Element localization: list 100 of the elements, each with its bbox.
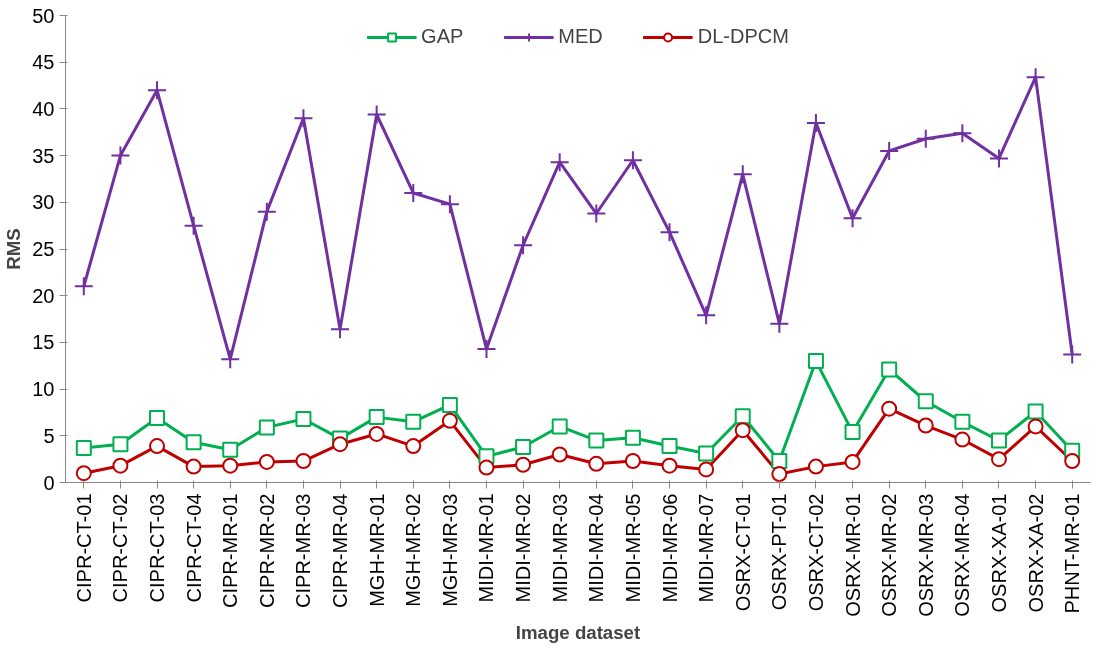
point	[952, 123, 973, 144]
x-tick-label: MIDI-MR-03	[548, 493, 571, 603]
point	[1064, 453, 1081, 469]
point	[293, 108, 314, 129]
point	[441, 396, 458, 413]
point	[220, 349, 241, 370]
point	[112, 457, 129, 474]
point	[185, 458, 202, 475]
legend-label: DL-DPCM	[697, 25, 789, 48]
point	[879, 140, 900, 161]
legend-label: MED	[558, 25, 603, 48]
point	[256, 201, 277, 222]
point	[258, 419, 275, 436]
point	[295, 453, 312, 469]
point	[405, 413, 422, 430]
y-tick-label: 0	[43, 471, 55, 494]
x-tick-label: MIDI-MR-07	[695, 493, 718, 603]
point	[915, 128, 936, 149]
point	[515, 439, 532, 456]
point	[405, 438, 422, 455]
point	[75, 465, 92, 482]
x-axis-title: Image dataset	[515, 621, 641, 643]
point	[149, 438, 166, 455]
point	[222, 441, 239, 458]
point	[881, 361, 898, 378]
x-tick-label: CIPR-MR-01	[219, 493, 242, 608]
point	[881, 400, 898, 417]
point	[954, 413, 971, 430]
y-tick-label: 5	[43, 424, 55, 447]
point	[295, 410, 312, 427]
x-tick-label: MIDI-MR-06	[658, 493, 681, 603]
point	[368, 409, 385, 426]
point	[622, 150, 643, 171]
point	[368, 425, 385, 442]
point	[588, 455, 605, 472]
x-tick-label: OSRX-MR-03	[914, 493, 937, 617]
x-tick-label: OSRX-PT-01	[768, 493, 791, 611]
point	[917, 417, 934, 434]
y-tick-label: 35	[32, 144, 55, 167]
x-tick-label: OSRX-CT-01	[731, 493, 754, 612]
y-tick-label: 25	[32, 238, 55, 260]
point	[112, 436, 129, 453]
point	[258, 453, 275, 470]
point	[588, 432, 605, 449]
point	[807, 458, 824, 475]
point	[1027, 418, 1044, 435]
x-tick-label: CIPR-CT-03	[146, 493, 169, 603]
y-tick-label: 20	[32, 284, 55, 307]
point	[332, 436, 349, 453]
point	[805, 112, 826, 133]
x-tick-label: MIDI-MR-04	[585, 493, 608, 603]
x-tick-label: OSRX-CT-02	[804, 493, 827, 612]
point	[661, 457, 678, 474]
point	[807, 353, 824, 370]
x-tick-label: OSRX-MR-02	[878, 493, 901, 617]
point	[696, 305, 717, 326]
point	[988, 148, 1009, 169]
point	[549, 152, 570, 173]
x-tick-label: CIPR-CT-04	[182, 493, 205, 603]
point	[954, 431, 971, 448]
legend-label: GAP	[421, 25, 464, 48]
x-tick-label: OSRX-MR-04	[951, 493, 974, 617]
point	[75, 439, 92, 456]
point	[73, 276, 94, 297]
point	[513, 235, 534, 256]
y-tick-label: 15	[32, 331, 55, 354]
point	[551, 418, 568, 435]
point	[734, 408, 751, 425]
point	[661, 438, 678, 455]
x-tick-label: OSRX-MR-01	[841, 493, 864, 617]
point	[771, 453, 788, 470]
x-tick-label: MIDI-MR-02	[512, 493, 535, 603]
point	[698, 461, 715, 478]
point	[990, 432, 1007, 449]
point	[515, 456, 532, 473]
point	[110, 145, 131, 166]
point	[659, 222, 680, 243]
point	[476, 338, 497, 359]
point	[439, 194, 460, 215]
x-tick-label: CIPR-MR-03	[292, 493, 315, 608]
point	[147, 80, 168, 101]
x-tick-label: MIDI-MR-05	[621, 493, 644, 603]
point	[149, 410, 166, 427]
x-tick-label: PHNT-MR-01	[1061, 493, 1084, 614]
point	[183, 215, 204, 236]
x-tick-label: CIPR-MR-04	[329, 493, 352, 608]
point	[478, 459, 495, 476]
x-tick-label: MIDI-MR-01	[475, 493, 498, 603]
point	[842, 208, 863, 229]
x-tick-label: CIPR-CT-02	[109, 493, 132, 603]
point	[844, 453, 861, 470]
x-tick-label: CIPR-MR-02	[255, 493, 278, 608]
point	[844, 424, 861, 441]
point	[624, 453, 641, 469]
x-tick-label: OSRX-XA-01	[987, 493, 1010, 613]
point	[771, 466, 788, 483]
y-tick-label: 30	[32, 191, 55, 214]
point	[586, 203, 607, 224]
x-tick-label: MGH-MR-01	[365, 493, 388, 607]
point	[698, 445, 715, 462]
